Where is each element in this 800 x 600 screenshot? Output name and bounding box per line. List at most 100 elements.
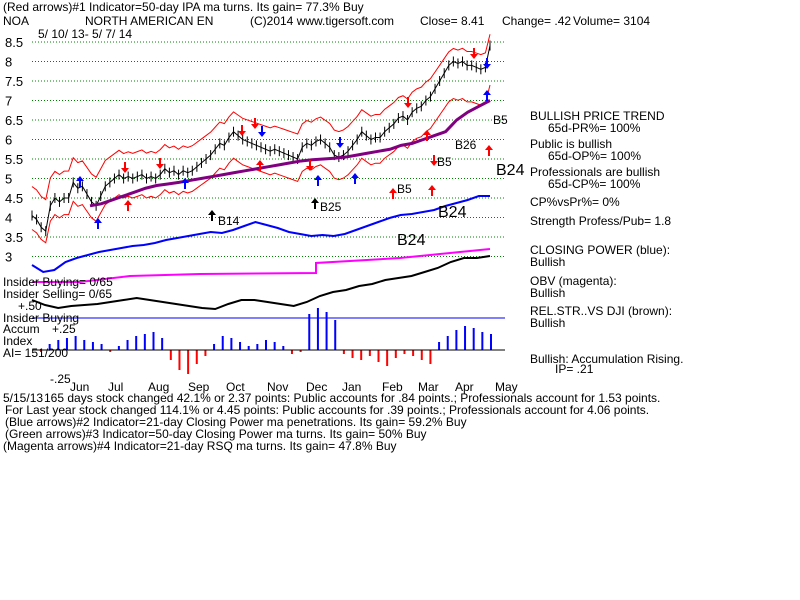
- accum-bar: [161, 338, 164, 350]
- accum-bar: [446, 336, 449, 350]
- insider-buying-2: Insider Buying: [3, 311, 80, 325]
- accum-bar: [308, 314, 311, 350]
- obv-label: OBV (magenta):: [530, 274, 617, 288]
- accum-label: Accum: [3, 322, 40, 336]
- up-arrow-icon: [208, 210, 216, 221]
- accum-bar: [213, 344, 216, 350]
- down-arrow-icon: [430, 155, 438, 166]
- month-label: Apr: [455, 380, 474, 394]
- accum-bar: [368, 350, 371, 356]
- accum-bar: [455, 330, 458, 350]
- up-arrow-icon: [94, 218, 102, 229]
- up-arrow-icon: [311, 198, 319, 209]
- indicator-1-line: (Red arrows)#1 Indicator=50-day IPA ma t…: [3, 0, 364, 14]
- accum-bar: [403, 350, 406, 354]
- accum-bar: [117, 346, 120, 350]
- accum-status: Bullish: Accumulation Rising.: [530, 352, 684, 366]
- accum-bar: [481, 332, 484, 350]
- copyright: (C)2014 www.tigersoft.com: [250, 14, 395, 28]
- accum-bar: [316, 308, 319, 350]
- closing-power-series: [31, 195, 490, 274]
- ai-value: AI= 151/200: [3, 346, 69, 360]
- footer-date-prefix: 5/15/13: [3, 391, 44, 405]
- accum-bar: [282, 346, 285, 350]
- obv-status: Bullish: [530, 286, 566, 300]
- accum-bar: [83, 340, 86, 350]
- accum-plus50: +.50: [18, 299, 42, 313]
- accum-bar: [126, 340, 129, 350]
- footer-line-3: (Blue arrows)#2 Indicator=21-day Closing…: [5, 415, 467, 429]
- op-value: 65d-OP%= 100%: [548, 149, 642, 163]
- accum-bar: [152, 332, 155, 350]
- up-arrow-icon: [351, 173, 359, 184]
- accum-bar: [40, 350, 42, 352]
- month-label: Dec: [306, 380, 327, 394]
- month-axis-labels: Jun Jul Aug Sep Oct Nov Dec Jan Feb Mar Apr May: [70, 380, 518, 394]
- accum-bar: [420, 350, 423, 360]
- closing-power-status: Bullish: [530, 255, 566, 269]
- public-status: Public is bullish: [530, 137, 613, 151]
- accum-bar: [204, 350, 207, 356]
- down-arrow-icon: [258, 126, 266, 137]
- accum-bar: [464, 326, 467, 350]
- accum-bar: [334, 320, 337, 350]
- y-tick-label: 4: [5, 211, 12, 226]
- signal-b24: B24: [438, 204, 467, 221]
- close-value: Close= 8.41: [420, 14, 485, 28]
- down-arrow-icon: [156, 158, 164, 169]
- accum-bar: [143, 334, 146, 350]
- pros-status: Professionals are bullish: [530, 165, 661, 179]
- up-arrow-icon: [256, 160, 264, 171]
- obv-series: [32, 248, 491, 283]
- accum-bar: [394, 350, 397, 358]
- down-arrow-icon: [306, 160, 314, 171]
- down-arrow-icon: [251, 118, 259, 129]
- down-arrow-icon: [470, 48, 478, 59]
- rel-strength-series: [31, 255, 491, 311]
- up-arrow-icon: [389, 188, 397, 199]
- accum-bar: [412, 350, 415, 356]
- closing-power-line: [31, 195, 490, 274]
- accum-bar: [273, 342, 276, 350]
- accum-bar: [74, 336, 77, 350]
- closing-power-label: CLOSING POWER (blue):: [530, 243, 671, 257]
- footer-line-4: (Green arrows)#3 Indicator=50-day Closin…: [5, 427, 427, 441]
- accum-bar: [429, 350, 432, 364]
- month-label: Sep: [188, 380, 210, 394]
- accum-bar: [100, 344, 103, 350]
- up-arrow-icon: [423, 130, 431, 141]
- cp-value: 65d-CP%= 100%: [548, 177, 641, 191]
- y-tick-label: 7: [5, 94, 12, 109]
- y-tick-label: 5: [5, 172, 12, 187]
- accum-bar: [342, 350, 345, 354]
- month-label: Jun: [70, 380, 89, 394]
- up-arrow-icon: [314, 175, 322, 186]
- relstr-status: Bullish: [530, 316, 566, 330]
- month-label: Oct: [226, 380, 245, 394]
- accum-bar: [195, 350, 198, 364]
- up-arrow-icon: [483, 90, 491, 101]
- accum-bar: [65, 338, 68, 350]
- accum-bar: [169, 350, 172, 360]
- month-label: Aug: [148, 380, 169, 394]
- signal-b24: B24: [496, 162, 525, 179]
- month-label: Feb: [382, 380, 403, 394]
- accum-bar: [109, 350, 112, 352]
- accum-bar: [438, 342, 441, 350]
- company-name: NORTH AMERICAN EN: [85, 14, 214, 28]
- accum-bar: [221, 336, 224, 350]
- accum-bar: [91, 342, 94, 350]
- up-arrow-icon: [428, 185, 436, 196]
- insider-selling: Insider Selling= 0/65: [3, 287, 113, 301]
- accum-bar: [135, 336, 138, 350]
- up-arrow-icon: [76, 176, 84, 187]
- signal-b25: B25: [320, 200, 342, 214]
- signal-b5: B5: [437, 155, 452, 169]
- y-tick-label: 8.5: [5, 35, 23, 50]
- cpvspr-value: CP%vsPr%= 0%: [530, 195, 620, 209]
- accum-minus25: -.25: [50, 372, 71, 386]
- signal-b24: B24: [397, 232, 426, 249]
- y-tick-label: 6.5: [5, 113, 23, 128]
- accum-bar: [472, 328, 475, 350]
- signal-b14: B14: [218, 214, 240, 228]
